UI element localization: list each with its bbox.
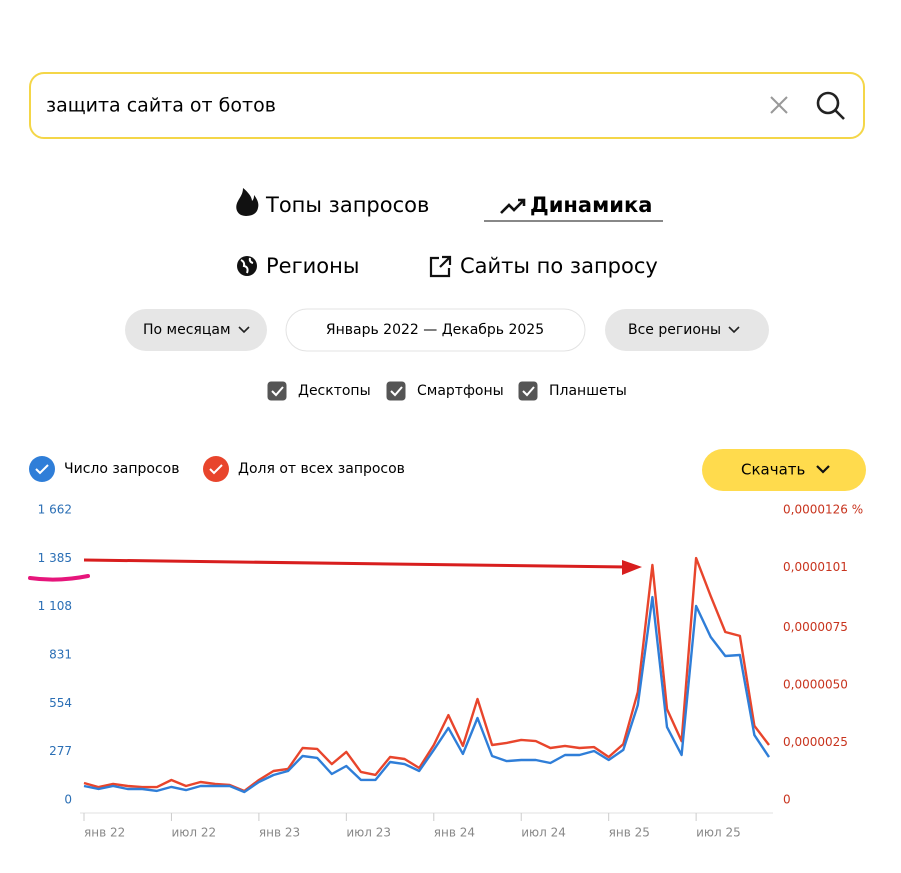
y2-tick-label: 0,0000075 (783, 620, 848, 634)
check (522, 386, 535, 397)
tab[interactable]: Регионы (266, 254, 359, 278)
y-tick-label: 554 (49, 696, 72, 710)
y2-tick-label: 0,0000050 (783, 677, 848, 691)
chevron (816, 465, 830, 474)
chevron (238, 326, 250, 334)
x-tick-label: янв 24 (434, 826, 475, 840)
range-select[interactable] (285, 308, 586, 352)
legend-marker[interactable] (29, 456, 55, 482)
chevron (728, 326, 740, 334)
region-label: Все регионы (628, 322, 721, 338)
region-select[interactable] (605, 309, 769, 351)
series-line (83, 595, 770, 794)
search-query: защита сайта от ботов (46, 95, 276, 117)
annotation-arrowhead (622, 560, 642, 575)
check (271, 386, 284, 397)
y2-tick-label: 0,0000025 (783, 735, 848, 749)
globe-detail (240, 257, 254, 274)
x-tick-label: июл 23 (346, 826, 391, 840)
checkbox[interactable] (386, 381, 406, 401)
trend-icon (500, 198, 526, 214)
y2-tick-label: 0,0000126 % (783, 503, 863, 517)
series-line (83, 556, 770, 793)
checkbox[interactable] (267, 381, 287, 401)
legend-label: Доля от всех запросов (238, 461, 405, 477)
y2-tick-label: 0 (783, 793, 791, 807)
x-tick-label: июл 24 (521, 826, 566, 840)
x-tick-label: янв 22 (84, 826, 125, 840)
search-box[interactable] (29, 72, 865, 139)
y-tick-label: 1 108 (38, 599, 72, 613)
tab[interactable]: Динамика (530, 193, 652, 217)
download-button[interactable] (702, 449, 866, 491)
x-tick-label: июл 25 (696, 826, 741, 840)
annotation-arrow (83, 558, 629, 569)
y-tick-label: 0 (64, 793, 72, 807)
checkbox[interactable] (518, 381, 538, 401)
device-label: Смартфоны (417, 383, 504, 399)
legend-marker[interactable] (203, 456, 229, 482)
x-tick-label: янв 23 (259, 826, 300, 840)
clear-icon[interactable] (770, 96, 788, 114)
legend-check (35, 464, 49, 475)
legend-label: Число запросов (64, 461, 180, 477)
y2-tick-label: 0,0000101 (783, 560, 848, 574)
tab[interactable]: Сайты по запросу (460, 254, 658, 278)
check (390, 386, 403, 397)
x-tick-label: янв 25 (609, 826, 650, 840)
y-tick-label: 1 662 (38, 503, 72, 517)
period-label: По месяцам (143, 322, 231, 338)
x-tick-label: июл 22 (171, 826, 216, 840)
y-tick-label: 1 385 (38, 551, 72, 565)
range-label: Январь 2022 — Декабрь 2025 (326, 322, 544, 338)
legend-check (209, 464, 223, 475)
download-label: Скачать (741, 461, 805, 479)
device-label: Десктопы (298, 383, 371, 399)
search-icon[interactable] (816, 91, 845, 120)
y-tick-label: 831 (49, 648, 72, 662)
y-tick-label: 277 (49, 744, 72, 758)
fire-icon (236, 188, 259, 216)
external-icon (429, 255, 452, 278)
tab[interactable]: Топы запросов (265, 193, 429, 217)
annotation-underline (28, 574, 90, 582)
device-label: Планшеты (549, 383, 627, 399)
period-select[interactable] (125, 309, 267, 351)
